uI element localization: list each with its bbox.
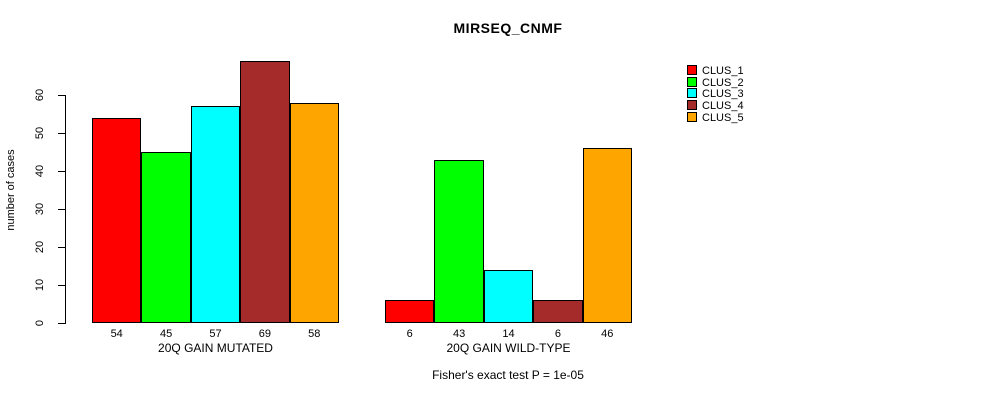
y-tick-mark (58, 170, 66, 172)
bar-clus_5 (582, 148, 632, 323)
bar-value-label: 54 (110, 328, 123, 340)
legend-swatch-clus_2 (687, 76, 697, 87)
bar-clus_3 (483, 269, 534, 323)
legend-label: CLUS_5 (702, 111, 744, 124)
legend-swatch-clus_1 (687, 65, 697, 75)
legend-label: CLUS_2 (702, 76, 744, 89)
bar-clus_5 (289, 102, 339, 323)
y-axis-line (65, 95, 66, 324)
y-tick-label: 40 (34, 164, 46, 178)
y-tick-mark (58, 132, 66, 134)
y-tick-label: 30 (34, 202, 46, 216)
bar-clus_3 (190, 106, 241, 323)
bar-clus_2 (434, 159, 484, 323)
y-tick-label: 20 (34, 240, 46, 254)
legend-swatch-clus_4 (687, 100, 697, 111)
legend-swatch-clus_5 (687, 111, 697, 122)
y-tick-mark (58, 284, 66, 286)
bar-clus_4 (533, 300, 583, 323)
y-tick-label: 60 (34, 88, 46, 102)
y-tick-mark (58, 208, 66, 210)
y-tick-mark (58, 246, 66, 248)
bar-value-label: 14 (502, 328, 515, 340)
legend-label: CLUS_3 (702, 88, 744, 101)
bar-value-label: 6 (406, 328, 413, 340)
bar-clus_4 (240, 60, 290, 323)
legend-label: CLUS_4 (702, 100, 744, 113)
bar-clus_1 (92, 117, 142, 323)
y-tick-label: 50 (34, 126, 46, 140)
y-tick-mark (58, 94, 66, 96)
bar-value-label: 46 (601, 328, 614, 340)
y-tick-mark (58, 322, 66, 324)
bar-value-label: 58 (308, 328, 321, 340)
bar-value-label: 69 (258, 328, 271, 340)
legend-label: CLUS_1 (702, 65, 744, 77)
chart-footer: Fisher's exact test P = 1e-05 (432, 368, 584, 382)
bar-value-label: 43 (452, 328, 466, 340)
bar-clus_2 (141, 152, 191, 323)
y-tick-label: 10 (34, 278, 46, 292)
bar-value-label: 57 (209, 328, 222, 340)
group-label: 20Q GAIN WILD-TYPE (446, 341, 571, 355)
bar-clus_1 (385, 300, 435, 323)
bar-value-label: 45 (159, 328, 173, 340)
legend-swatch-clus_3 (687, 88, 697, 99)
y-axis-label: number of cases (5, 149, 17, 231)
group-label: 20Q GAIN MUTATED (158, 341, 273, 355)
bar-value-label: 6 (554, 328, 561, 340)
y-tick-label: 0 (34, 319, 46, 327)
chart-title: MIRSEQ_CNMF (453, 20, 563, 36)
